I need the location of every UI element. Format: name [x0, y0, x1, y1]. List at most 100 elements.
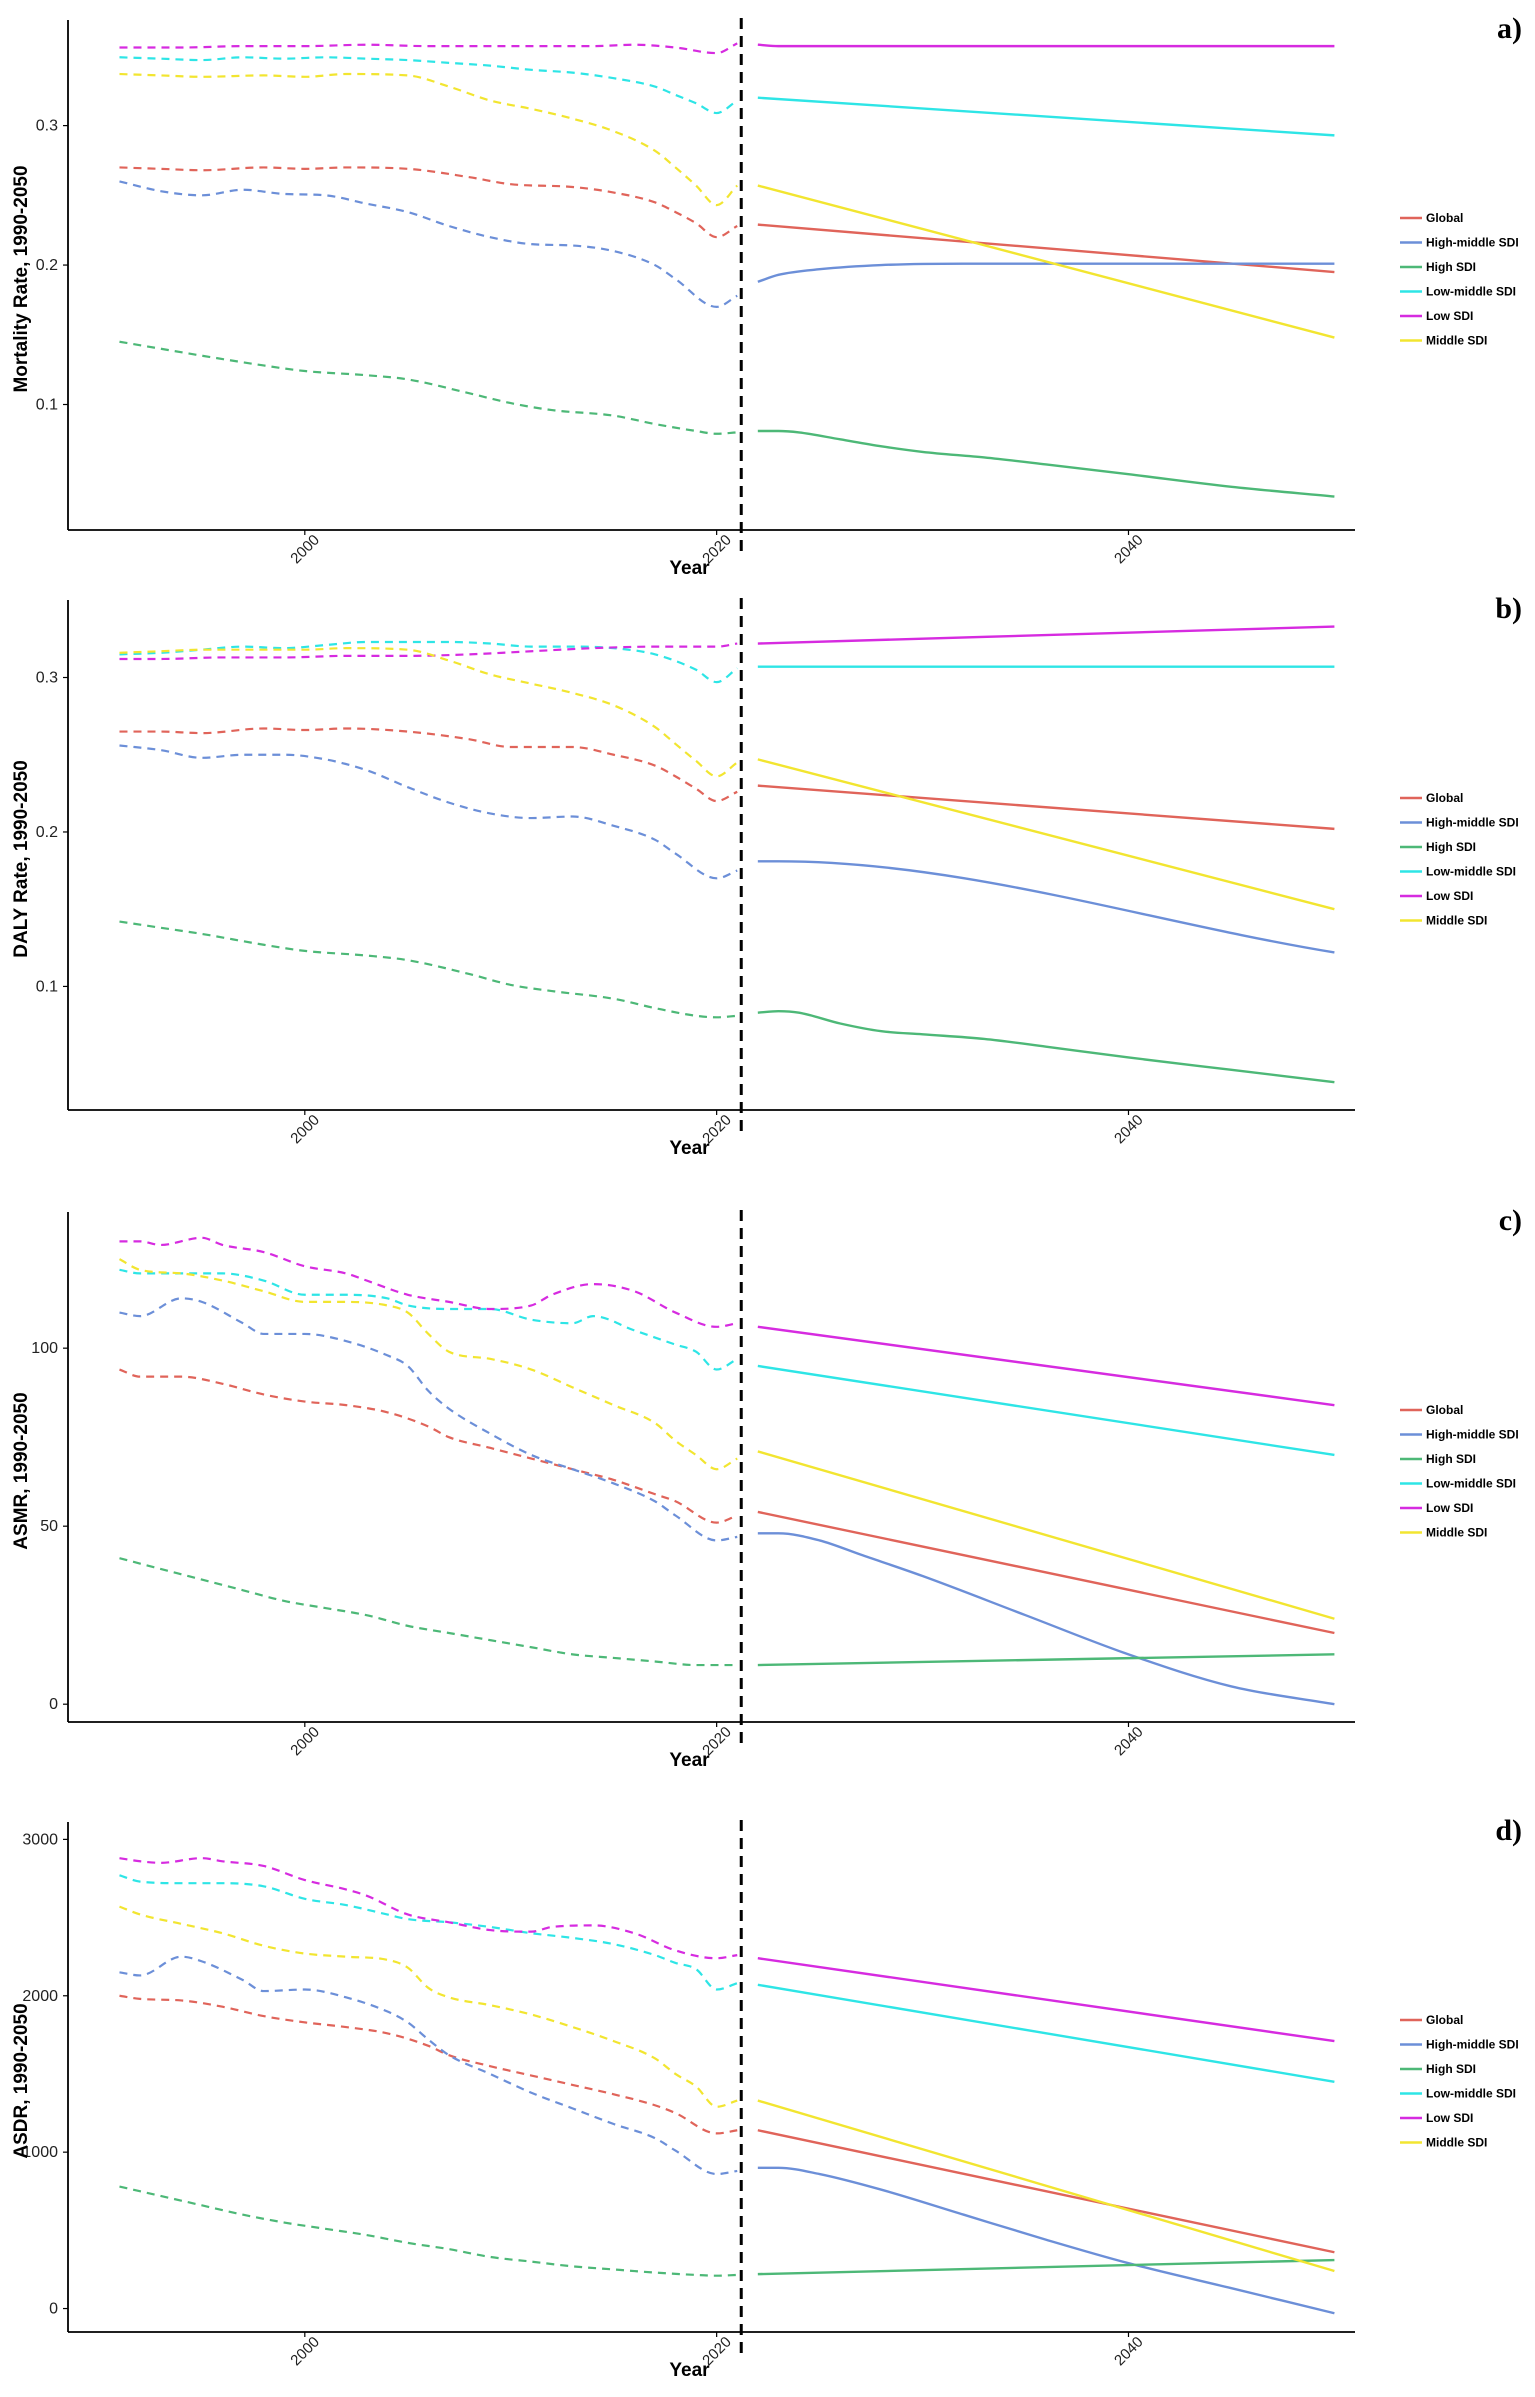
x-axis-title: Year — [669, 1750, 710, 1771]
line-low-sdi-historical — [119, 642, 738, 661]
y-tick-label: 0.3 — [36, 118, 58, 135]
legend-label-middle-sdi: Middle SDI — [1426, 914, 1487, 928]
legend-label-middle-sdi: Middle SDI — [1426, 2136, 1487, 2150]
y-axis-title: DALY Rate, 1990-2050 — [11, 760, 32, 958]
panel-label: a) — [1497, 12, 1522, 45]
line-high-middle-sdi-historical — [119, 1955, 738, 2176]
panel-b: 0.1 0.2 0.3 2000 2020 2040 Year DALY Rate, 1990… — [0, 580, 1535, 1165]
legend-label-high-middle-sdi: High-middle SDI — [1426, 236, 1519, 250]
x-tick-label: 2040 — [1111, 2334, 1147, 2370]
x-axis-title: Year — [669, 2360, 710, 2381]
line-high-sdi-forecast — [757, 1653, 1335, 1667]
legend-label-low-middle-sdi: Low-middle SDI — [1426, 1477, 1516, 1491]
panel-d: 0 1000 2000 3000 2000 2020 2040 Year ASDR, 1990-… — [0, 1802, 1535, 2387]
line-global-forecast — [757, 2129, 1335, 2254]
legend-label-low-sdi: Low SDI — [1426, 309, 1473, 323]
y-tick-label: 0.3 — [36, 670, 58, 687]
line-high-middle-sdi-forecast — [757, 860, 1335, 954]
legend-label-low-sdi: Low SDI — [1426, 889, 1473, 903]
y-tick-label: 0 — [49, 1696, 58, 1713]
x-tick-label: 2000 — [287, 1112, 323, 1148]
line-low-middle-sdi-historical — [119, 1874, 738, 1991]
line-low-middle-sdi-forecast — [757, 1983, 1335, 2083]
y-tick-label: 0 — [49, 2301, 58, 2318]
legend-label-low-middle-sdi: Low-middle SDI — [1426, 865, 1516, 879]
line-low-sdi-historical — [119, 1236, 738, 1328]
line-low-sdi-forecast — [757, 1957, 1335, 2043]
legend-label-low-sdi: Low SDI — [1426, 2111, 1473, 2125]
y-tick-label: 2000 — [22, 1988, 58, 2005]
line-middle-sdi-forecast — [757, 1450, 1335, 1620]
line-middle-sdi-forecast — [757, 2099, 1335, 2273]
line-global-forecast — [757, 223, 1335, 274]
y-tick-label: 0.1 — [36, 397, 58, 414]
line-low-middle-sdi-historical — [119, 640, 738, 684]
line-global-historical — [119, 727, 738, 803]
line-low-middle-sdi-historical — [119, 1268, 738, 1371]
line-high-middle-sdi-historical — [119, 180, 738, 308]
line-middle-sdi-forecast — [757, 758, 1335, 911]
line-global-historical — [119, 166, 738, 239]
line-low-middle-sdi-forecast — [757, 96, 1335, 137]
line-low-sdi-forecast — [757, 43, 1335, 48]
legend-label-low-middle-sdi: Low-middle SDI — [1426, 285, 1516, 299]
line-high-sdi-forecast — [757, 429, 1335, 498]
y-tick-label: 1000 — [22, 2144, 58, 2161]
x-tick-label: 2000 — [287, 1724, 323, 1760]
y-axis-title: ASDR, 1990-2050 — [11, 2003, 32, 2158]
line-high-middle-sdi-forecast — [757, 1532, 1335, 1706]
line-middle-sdi-historical — [119, 72, 739, 207]
y-tick-label: 100 — [31, 1340, 58, 1357]
line-global-forecast — [757, 1510, 1335, 1635]
line-global-historical — [119, 1994, 738, 2135]
line-low-sdi-forecast — [757, 625, 1335, 645]
panel-label: d) — [1495, 1814, 1522, 1847]
line-low-sdi-forecast — [757, 1325, 1335, 1407]
legend-label-global: Global — [1426, 211, 1463, 225]
x-axis-title: Year — [669, 558, 710, 579]
x-tick-label: 2000 — [287, 2334, 323, 2370]
line-low-middle-sdi-forecast — [757, 1364, 1335, 1457]
line-global-forecast — [757, 784, 1335, 831]
line-high-middle-sdi-forecast — [757, 2166, 1335, 2315]
line-high-sdi-forecast — [757, 2258, 1335, 2276]
x-tick-label: 2040 — [1111, 532, 1147, 568]
line-high-middle-sdi-historical — [119, 1297, 738, 1542]
legend: Global High-middle SDI High SDI Low-middle … — [1400, 211, 1519, 348]
line-middle-sdi-forecast — [757, 184, 1335, 339]
legend-label-global: Global — [1426, 2013, 1463, 2027]
line-high-sdi-historical — [119, 2185, 738, 2277]
x-axis-title: Year — [669, 1138, 710, 1159]
line-low-sdi-historical — [119, 1857, 738, 1960]
line-low-middle-sdi-historical — [119, 56, 738, 115]
panel-a: 0.1 0.2 0.3 2000 2020 2040 Year Mortality Rate,… — [0, 0, 1535, 585]
legend-label-low-middle-sdi: Low-middle SDI — [1426, 2087, 1516, 2101]
panel-c: 0 50 100 2000 2020 2040 Year ASMR, 1990-2050 c) G… — [0, 1192, 1535, 1777]
legend: Global High-middle SDI High SDI Low-middle … — [1400, 791, 1519, 928]
y-tick-label: 0.1 — [36, 978, 58, 995]
series-group — [118, 1236, 1335, 1706]
series-group — [119, 42, 1335, 498]
legend-label-global: Global — [1426, 1403, 1463, 1417]
y-axis-title: ASMR, 1990-2050 — [11, 1392, 32, 1549]
x-tick-label: 2040 — [1111, 1112, 1147, 1148]
x-tick-label: 2000 — [287, 532, 323, 568]
y-tick-label: 3000 — [22, 1831, 58, 1848]
legend-label-high-sdi: High SDI — [1426, 1452, 1476, 1466]
y-tick-label: 0.2 — [36, 824, 58, 841]
line-middle-sdi-historical — [118, 1258, 738, 1471]
legend-label-high-sdi: High SDI — [1426, 840, 1476, 854]
line-high-sdi-historical — [119, 920, 738, 1019]
y-axis-title: Mortality Rate, 1990-2050 — [11, 165, 32, 392]
line-high-sdi-historical — [119, 1557, 738, 1667]
line-high-middle-sdi-forecast — [757, 262, 1335, 283]
line-high-middle-sdi-historical — [119, 744, 738, 880]
